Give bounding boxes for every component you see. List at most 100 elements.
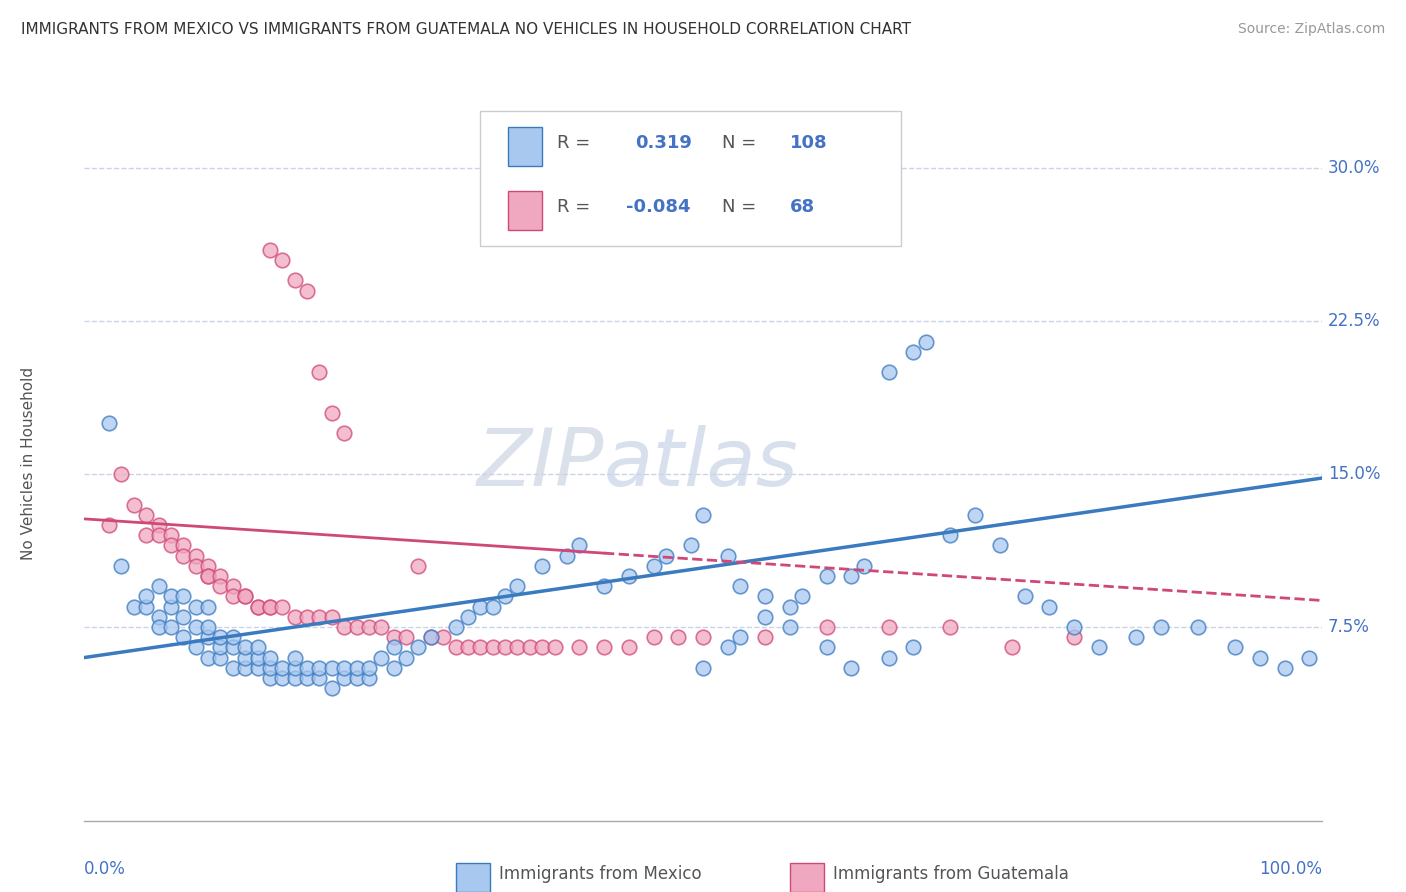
Point	[160, 590, 183, 604]
Point	[233, 590, 256, 604]
Point	[432, 630, 454, 644]
Point	[988, 538, 1011, 552]
Point	[284, 671, 307, 685]
Point	[728, 630, 751, 644]
Point	[481, 599, 503, 614]
Text: IMMIGRANTS FROM MEXICO VS IMMIGRANTS FROM GUATEMALA NO VEHICLES IN HOUSEHOLD COR: IMMIGRANTS FROM MEXICO VS IMMIGRANTS FRO…	[21, 22, 911, 37]
Point	[841, 661, 863, 675]
Point	[284, 609, 307, 624]
Point	[259, 661, 281, 675]
Point	[148, 528, 170, 542]
Point	[1187, 620, 1209, 634]
Point	[308, 365, 330, 379]
Point	[408, 640, 430, 655]
Point	[259, 671, 281, 685]
Point	[197, 569, 219, 583]
Point	[184, 640, 207, 655]
Point	[531, 558, 554, 573]
Point	[222, 630, 245, 644]
Point	[939, 620, 962, 634]
Text: 30.0%: 30.0%	[1327, 159, 1381, 178]
Point	[246, 661, 269, 675]
Point	[655, 549, 678, 563]
Point	[531, 640, 554, 655]
Point	[271, 671, 294, 685]
Point	[184, 599, 207, 614]
Point	[444, 620, 467, 634]
Point	[135, 599, 157, 614]
Point	[197, 569, 219, 583]
Point	[1014, 590, 1036, 604]
Point	[135, 508, 157, 522]
Point	[172, 590, 194, 604]
Text: 100.0%: 100.0%	[1258, 860, 1322, 878]
Point	[457, 640, 479, 655]
Point	[209, 640, 232, 655]
Point	[271, 252, 294, 267]
Point	[1063, 630, 1085, 644]
Point	[295, 609, 318, 624]
Point	[333, 620, 356, 634]
Text: 15.0%: 15.0%	[1327, 465, 1381, 483]
Point	[321, 681, 343, 695]
Point	[643, 630, 665, 644]
Point	[172, 609, 194, 624]
Bar	[790, 863, 824, 892]
Point	[259, 243, 281, 257]
Point	[308, 671, 330, 685]
Point	[98, 518, 121, 533]
Point	[122, 498, 145, 512]
Point	[357, 620, 380, 634]
Point	[506, 579, 529, 593]
Text: atlas: atlas	[605, 425, 799, 503]
Point	[543, 640, 565, 655]
Text: ZIP: ZIP	[477, 425, 605, 503]
Point	[284, 273, 307, 287]
Point	[308, 661, 330, 675]
Point	[346, 671, 368, 685]
Point	[209, 650, 232, 665]
Point	[419, 630, 441, 644]
Point	[122, 599, 145, 614]
Point	[160, 538, 183, 552]
Point	[197, 620, 219, 634]
Point	[110, 467, 132, 481]
Point	[295, 671, 318, 685]
Point	[617, 640, 640, 655]
Point	[395, 630, 418, 644]
Point	[617, 569, 640, 583]
Point	[259, 599, 281, 614]
Point	[382, 640, 405, 655]
Point	[197, 599, 219, 614]
Point	[692, 508, 714, 522]
Bar	[456, 863, 491, 892]
Text: 0.319: 0.319	[636, 134, 692, 152]
Point	[110, 558, 132, 573]
Point	[160, 528, 183, 542]
Text: 108: 108	[790, 134, 827, 152]
FancyBboxPatch shape	[481, 111, 901, 246]
Point	[357, 671, 380, 685]
Bar	[508, 127, 543, 166]
Point	[160, 599, 183, 614]
Point	[1125, 630, 1147, 644]
Point	[692, 661, 714, 675]
Point	[346, 620, 368, 634]
Point	[593, 640, 616, 655]
Point	[197, 650, 219, 665]
Point	[295, 661, 318, 675]
Point	[197, 630, 219, 644]
Point	[233, 590, 256, 604]
Point	[184, 558, 207, 573]
Point	[494, 590, 516, 604]
Point	[643, 558, 665, 573]
Point	[233, 661, 256, 675]
Point	[877, 650, 900, 665]
Point	[271, 599, 294, 614]
Point	[779, 620, 801, 634]
Point	[939, 528, 962, 542]
Point	[135, 590, 157, 604]
Point	[593, 579, 616, 593]
Text: 68: 68	[790, 198, 814, 216]
Point	[1088, 640, 1111, 655]
